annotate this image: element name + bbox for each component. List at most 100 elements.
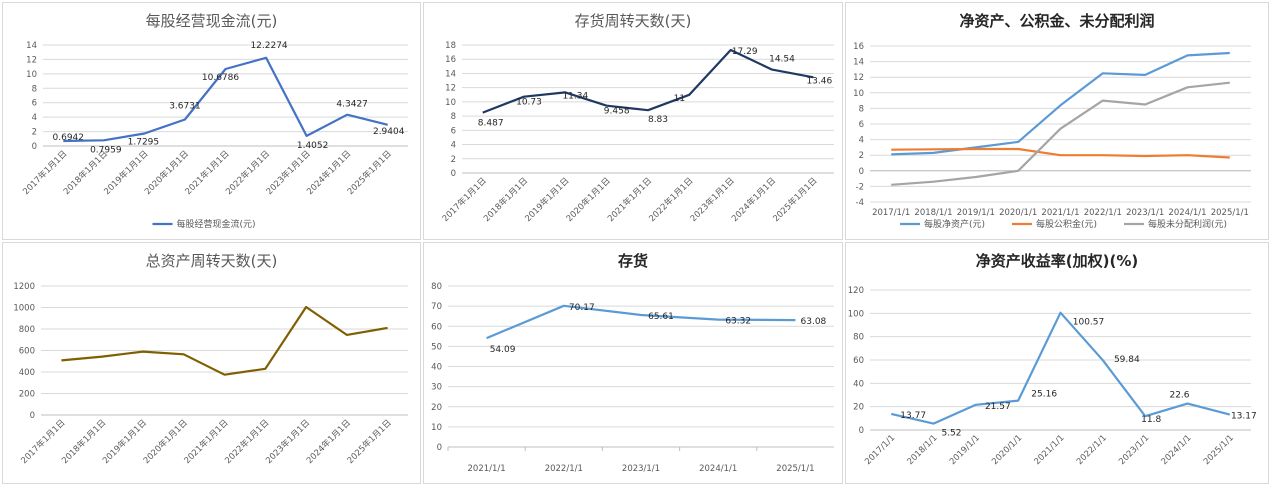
y-tick-label: 400 — [19, 368, 35, 378]
y-tick-label: 0 — [859, 426, 864, 436]
y-tick-label: -2 — [856, 182, 864, 192]
series-line — [61, 305, 388, 376]
y-tick-label: 6 — [859, 120, 864, 130]
legend-label: 每股未分配利润(元) — [1148, 218, 1227, 230]
y-tick-label: 100 — [848, 309, 864, 319]
x-tick-label: 2025年1月1日 — [771, 175, 820, 224]
chart-svg: -4 -2 0 2 4 6 8 10 12 14 16 2017/1/1 2018/1/1 2019/1/… — [853, 42, 1251, 230]
data-label: 22.6 — [1169, 391, 1189, 401]
chart-title: 存货周转天数(天) — [574, 12, 692, 30]
data-label: 3.6731 — [169, 102, 201, 112]
chart-svg: 0200400600800100012002017年1月1日2018年1月1日2… — [13, 282, 408, 466]
x-tick-label: 2017/1/1 — [872, 208, 910, 218]
x-tick-label: 2023/1/1 — [1117, 433, 1151, 467]
y-tick-label: 0 — [32, 142, 37, 152]
y-tick-label: 2 — [859, 151, 864, 161]
x-tick-label: 2021/1/1 — [1041, 208, 1079, 218]
data-label: 10.73 — [516, 98, 542, 108]
x-tick-label: 2023/1/1 — [622, 464, 660, 474]
series-line — [486, 304, 796, 340]
chart-svg: 024681012142017年1月1日2018年1月1日2019年1月1日20… — [21, 41, 408, 230]
data-label: 63.32 — [725, 317, 751, 327]
data-label: 8.83 — [648, 115, 668, 125]
x-tick-label: 2017/1/1 — [863, 433, 897, 467]
x-tick-label: 2020/1/1 — [999, 208, 1037, 218]
y-tick-label: 8 — [859, 104, 864, 114]
data-label: 4.3427 — [336, 100, 368, 110]
data-label: 8.487 — [478, 119, 504, 129]
y-tick-label: 2 — [451, 155, 456, 165]
data-label: 1.7295 — [128, 138, 160, 148]
y-tick-label: 10 — [853, 89, 864, 99]
chart-title: 净资产、公积金、未分配利润 — [959, 12, 1155, 30]
y-tick-label: 10 — [26, 70, 37, 80]
y-tick-label: 120 — [848, 286, 864, 296]
y-tick-label: 8 — [451, 112, 456, 122]
y-tick-label: 1200 — [13, 282, 35, 292]
chart-panel-net-assets: 净资产、公积金、未分配利润 -4 -2 0 2 4 6 8 10 12 14 16 2017/1/1 2… — [845, 2, 1269, 240]
y-tick-label: 200 — [19, 390, 35, 400]
data-label: 17.29 — [732, 47, 758, 57]
chart-title: 净资产收益率(加权)(%) — [975, 252, 1139, 270]
data-label: 14.54 — [769, 55, 795, 65]
y-tick-label: 10 — [431, 423, 442, 433]
chart-svg: 0 10 20 30 40 50 60 70 80 2021/1/1 2022/1/1 2023/1/… — [431, 282, 834, 474]
x-tick-label: 2020/1/1 — [990, 433, 1024, 467]
y-tick-label: 4 — [451, 141, 456, 151]
chart-panel-inventory: 存货 0 10 20 30 40 50 60 70 80 2021/1/1 2022/1/1 2023… — [423, 242, 843, 484]
y-tick-label: 600 — [19, 347, 35, 357]
legend-label: 每股经营现金流(元) — [177, 218, 256, 230]
y-tick-label: 4 — [32, 113, 37, 123]
x-tick-label: 2022/1/1 — [1075, 433, 1109, 467]
y-tick-label: 0 — [859, 167, 864, 177]
data-label: 11.8 — [1141, 415, 1161, 425]
data-label: 1.4052 — [297, 141, 329, 151]
data-label: 21.57 — [985, 402, 1011, 412]
chart-panel-operating-cashflow: 每股经营现金流(元) 0 2 4 6 8 10 12 14 2017年1月1日 2018年1月1日… — [2, 2, 421, 240]
y-tick-label: 40 — [853, 379, 864, 389]
chart-panel-roe: 净资产收益率(加权)(%) 0 20 40 60 80 100 120 2017/1/1 201… — [845, 242, 1269, 484]
y-tick-label: 2 — [32, 128, 37, 138]
y-tick-label: 80 — [853, 333, 864, 343]
y-tick-label: 12 — [26, 55, 37, 65]
series-line — [891, 81, 1230, 186]
y-tick-label: 14 — [445, 69, 456, 79]
x-tick-label: 2024/1/1 — [1160, 433, 1194, 467]
y-tick-label: 6 — [451, 126, 456, 136]
data-label: 70.17 — [569, 303, 595, 313]
data-label: 11.34 — [562, 91, 588, 101]
y-tick-label: 16 — [853, 42, 864, 52]
data-label: 13.17 — [1231, 412, 1257, 422]
y-tick-label: 20 — [431, 403, 442, 413]
y-tick-label: 12 — [445, 84, 456, 94]
data-label: 65.61 — [648, 312, 674, 322]
data-label: 59.84 — [1114, 355, 1140, 365]
y-tick-label: 14 — [26, 41, 37, 51]
series-line — [63, 56, 388, 143]
series-line — [890, 311, 1231, 425]
x-tick-label: 2018/1/1 — [906, 433, 940, 467]
y-tick-label: 70 — [431, 302, 442, 312]
y-tick-label: 6 — [32, 99, 37, 109]
y-tick-label: 0 — [30, 411, 35, 421]
x-tick-label: 2024/1/1 — [699, 464, 737, 474]
y-tick-label: 8 — [32, 84, 37, 94]
y-tick-label: 60 — [853, 356, 864, 366]
x-tick-label: 2021/1/1 — [468, 464, 506, 474]
x-tick-label: 2022/1/1 — [545, 464, 583, 474]
y-tick-label: 1000 — [13, 304, 35, 314]
y-tick-label: 60 — [431, 322, 442, 332]
chart-panel-total-asset-turnover: 总资产周转天数(天) 0 200 400 600 800 1000 1200 2017年1月1… — [2, 242, 421, 484]
x-tick-label: 2025/1/1 — [1211, 208, 1249, 218]
series-line — [891, 147, 1230, 159]
chart-title: 存货 — [617, 252, 648, 270]
y-tick-label: 10 — [445, 98, 456, 108]
data-label: 25.16 — [1031, 390, 1057, 400]
y-tick-label: 0 — [451, 169, 456, 179]
data-label: 9.458 — [604, 107, 630, 117]
data-label: 63.08 — [801, 317, 827, 327]
chart-title: 总资产周转天数(天) — [145, 252, 278, 270]
data-label: 10.6786 — [202, 73, 239, 83]
y-tick-label: 18 — [445, 41, 456, 51]
